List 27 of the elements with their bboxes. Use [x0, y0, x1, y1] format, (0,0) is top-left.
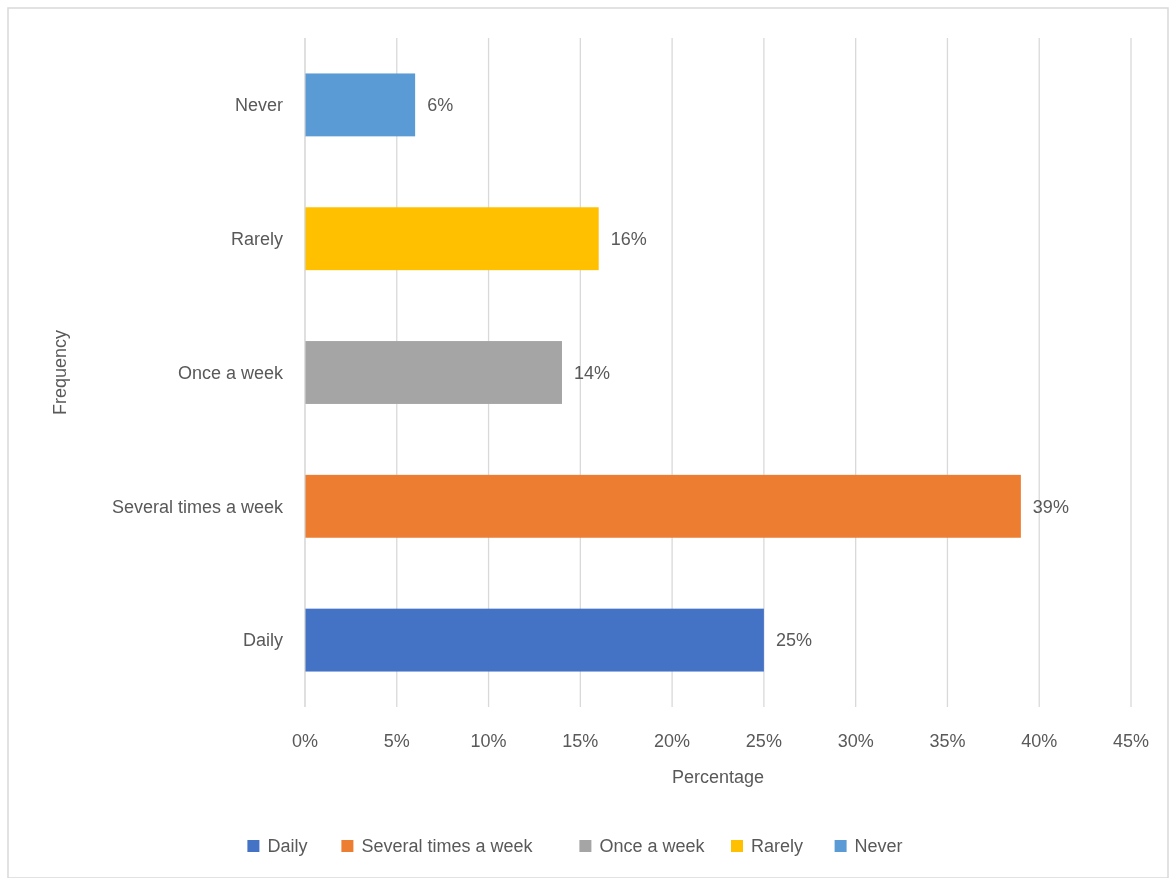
- data-label: 16%: [610, 229, 647, 249]
- x-tick-label: 45%: [1112, 731, 1150, 751]
- legend-label: Once a week: [599, 836, 706, 857]
- x-tick-label: 20%: [654, 731, 691, 751]
- y-tick-label: Never: [234, 95, 283, 116]
- data-label: 14%: [573, 362, 611, 383]
- y-tick-label: Daily: [242, 630, 283, 651]
- legend-label: Never: [854, 836, 903, 857]
- x-tick-label: 25%: [745, 731, 782, 751]
- data-label: 6%: [427, 95, 454, 116]
- x-tick-label: 5%: [383, 731, 410, 751]
- x-tick-label: 35%: [929, 731, 966, 751]
- x-tick-label: 0%: [291, 731, 319, 751]
- x-tick-label: 15%: [562, 731, 599, 751]
- x-axis-title: Percentage: [671, 767, 765, 787]
- legend-label: Daily: [267, 836, 308, 857]
- x-tick-label: 10%: [470, 731, 507, 751]
- x-tick-label: 40%: [1021, 731, 1058, 751]
- y-tick-label: Rarely: [230, 229, 283, 249]
- data-label: 25%: [775, 630, 812, 651]
- y-tick-label: Several times a week: [111, 496, 284, 517]
- data-label: 39%: [1032, 496, 1069, 517]
- legend-label: Rarely: [751, 836, 804, 857]
- y-axis-title: Frequency: [50, 329, 70, 416]
- y-tick-label: Once a week: [177, 362, 284, 383]
- legend-label: Several times a week: [361, 836, 534, 857]
- x-tick-label: 30%: [837, 731, 874, 751]
